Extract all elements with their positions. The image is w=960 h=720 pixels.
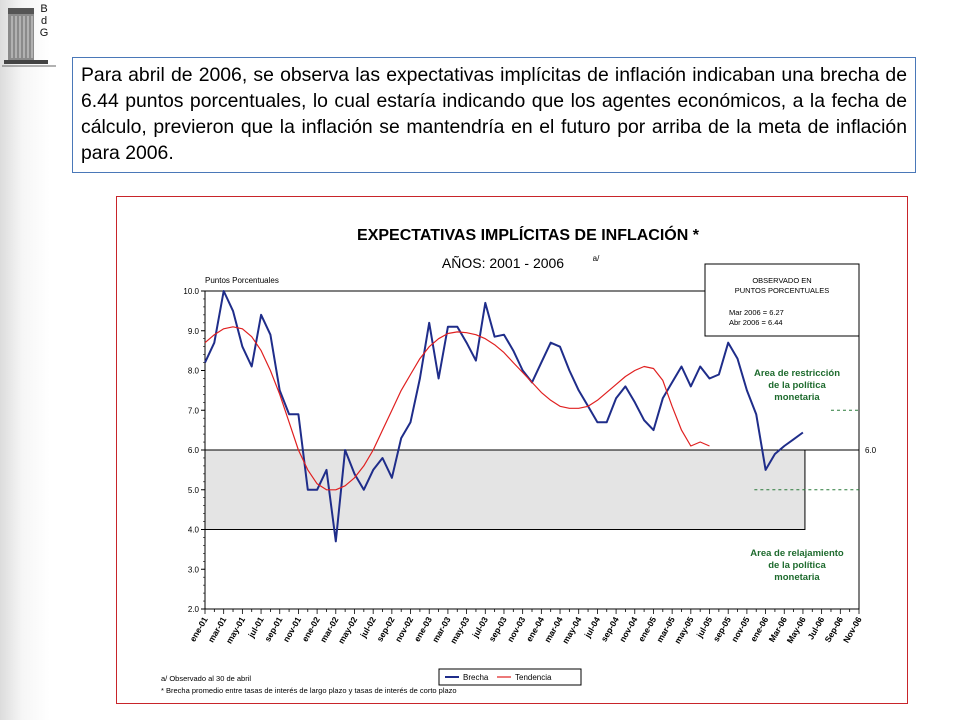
observed-box-title-1: OBSERVADO EN [752,276,811,285]
legend-label-tendencia: Tendencia [515,673,552,682]
y-axis-label: Puntos Porcentuales [205,276,279,285]
footnote-a: a/ Observado al 30 de abril [161,674,251,683]
y-tick-label: 8.0 [188,367,200,376]
relax-area-label: monetaria [774,572,820,583]
y-tick-label: 4.0 [188,526,200,535]
y-tick-label: 2.0 [188,605,200,614]
footnote-star: * Brecha promedio entre tasas de interés… [161,686,457,695]
y-tick-label: 9.0 [188,327,200,336]
y-tick-label: 10.0 [183,287,199,296]
chart-subtitle: AÑOS: 2001 - 2006 [442,255,564,271]
observed-box-row-abr: Abr 2006 = 6.44 [729,318,783,327]
logo-letter-d: d [40,15,48,27]
observed-box [704,263,860,337]
restriction-area-label: de la política [768,380,826,391]
intro-text-box: Para abril de 2006, se observa las expec… [72,57,916,173]
y-tick-label: 7.0 [188,406,200,415]
neutral-band [204,449,806,530]
x-tick-label: Nov-06 [841,615,864,645]
relax-area-label: de la política [768,560,826,571]
restriction-area-label: Area de restricción [754,368,840,379]
bank-building-logo-icon [2,8,56,67]
y-tick-label: 6.0 [188,446,200,455]
meta-line-label: 6.0 [865,446,877,455]
chart-title: EXPECTATIVAS IMPLÍCITAS DE INFLACIÓN * [357,225,700,244]
x-tick-label: May-06 [785,615,808,645]
legend-label-brecha: Brecha [463,673,489,682]
series-line-tendencia [204,326,710,491]
restriction-area-label: monetaria [774,392,820,403]
logo-letters: B d G [38,3,50,39]
intro-text: Para abril de 2006, se observa las expec… [81,64,907,164]
relax-area-label: Area de relajamiento [750,548,844,559]
inflation-expectations-chart: 6.010.09.08.07.06.05.04.03.02.0ene-01mar… [161,225,877,695]
observed-box-row-mar: Mar 2006 = 6.27 [729,308,784,317]
logo-letter-g: G [39,27,49,39]
y-tick-label: 5.0 [188,486,200,495]
sidebar-gradient [0,0,50,720]
observed-box-title-2: PUNTOS PORCENTUALES [735,286,829,295]
logo-letter-b: B [40,3,48,15]
y-tick-label: 3.0 [188,565,200,574]
chart-frame: 6.0 10.0 9.0 8.0 7.0 6.0 5.0 4.0 3.0 2.0 ene-01 mar… [116,196,908,704]
chart-subtitle-note: a/ [593,254,600,263]
